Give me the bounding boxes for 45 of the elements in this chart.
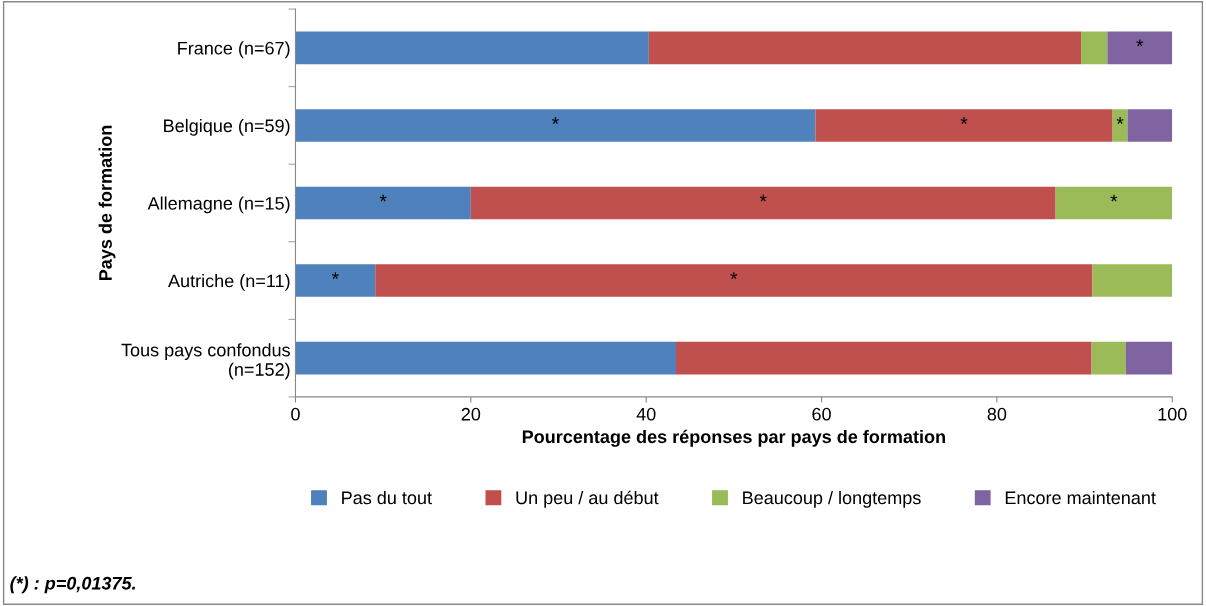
data-label: * — [1136, 39, 1144, 47]
y-tick-label: Tous pays confondus (n=152) — [121, 343, 290, 380]
bar — [1127, 109, 1173, 142]
bar — [1081, 31, 1108, 65]
x-tick-label: 60 — [812, 407, 831, 421]
bar — [1112, 109, 1128, 142]
bar — [295, 341, 676, 375]
bar — [295, 186, 471, 220]
bar — [1125, 341, 1173, 375]
x-tick-label: 80 — [987, 407, 1007, 421]
bar — [815, 109, 1113, 142]
data-label: * — [730, 272, 738, 280]
data-label: * — [1116, 117, 1124, 124]
legend-label: Beaucoup / longtemps — [743, 490, 921, 508]
bar — [295, 31, 649, 65]
data-label: * — [960, 117, 968, 124]
bar — [1107, 31, 1173, 65]
data-label: * — [759, 194, 767, 202]
data-label: * — [331, 272, 339, 280]
x-tick-label: 20 — [461, 407, 481, 421]
bar — [675, 341, 1092, 375]
data-label: * — [1110, 194, 1118, 202]
bar — [375, 264, 1093, 297]
x-axis-title: Pourcentage des réponses par pays de formation — [522, 429, 945, 447]
legend-label: Encore maintenant — [1005, 490, 1156, 505]
y-tick-label: Autriche (n=11) — [168, 274, 290, 291]
bar — [648, 31, 1082, 65]
text: (*) : p=0,01375. — [10, 576, 136, 594]
bar — [470, 186, 1056, 220]
y-axis-title: Pays de formation — [98, 125, 116, 281]
bar — [1055, 186, 1173, 220]
bar — [1091, 341, 1126, 375]
legend-label: Un peu / au début — [516, 490, 659, 508]
x-tick-label: 0 — [291, 407, 300, 421]
y-tick-label: France (n=67) — [178, 41, 290, 59]
legend-label: Pas du tout — [342, 490, 432, 505]
bar — [295, 264, 376, 297]
data-label: * — [551, 117, 559, 124]
y-tick-label: Allemagne (n=15) — [147, 196, 290, 214]
bar — [295, 109, 816, 142]
bar — [1092, 264, 1173, 297]
x-tick-label: 100 — [1158, 407, 1187, 421]
data-label: * — [379, 194, 387, 202]
y-tick-label: Belgique (n=59) — [164, 118, 290, 136]
x-tick-label: 40 — [636, 407, 656, 421]
